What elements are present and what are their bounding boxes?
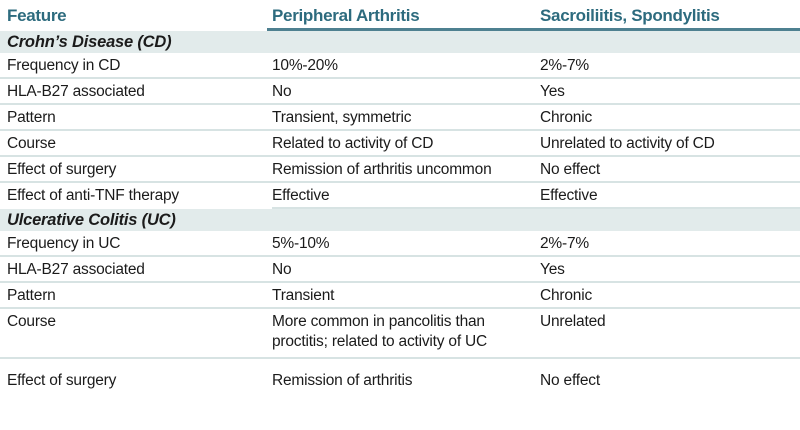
value-cell: No — [272, 261, 292, 278]
value-cell: Unrelated — [540, 313, 606, 330]
table-header-row: Feature Peripheral Arthritis Sacroiliiti… — [0, 0, 800, 31]
column-header-feature: Feature — [7, 6, 67, 25]
value-cell: Transient, symmetric — [272, 109, 412, 126]
value-cell: Remission of arthritis uncommon — [272, 161, 492, 178]
value-cell: Remission of arthritis — [272, 372, 413, 389]
feature-cell: Course — [7, 313, 56, 330]
value-cell: 2%-7% — [540, 57, 589, 74]
table-row: Effect of surgery Remission of arthritis… — [0, 157, 800, 183]
table-row: Pattern Transient, symmetric Chronic — [0, 105, 800, 131]
column-header-peripheral-arthritis: Peripheral Arthritis — [267, 0, 540, 31]
value-cell: Unrelated to activity of CD — [540, 135, 715, 152]
feature-cell: Pattern — [7, 287, 56, 304]
value-cell: 5%-10% — [272, 235, 330, 252]
table-row: Frequency in CD 10%-20% 2%-7% — [0, 53, 800, 79]
feature-cell: Effect of surgery — [7, 161, 117, 178]
feature-cell: HLA-B27 associated — [7, 261, 145, 278]
table-row: Effect of anti-TNF therapy Effective Eff… — [0, 183, 800, 209]
ibd-arthritis-comparison-table: Feature Peripheral Arthritis Sacroiliiti… — [0, 0, 800, 399]
feature-cell: Effect of anti-TNF therapy — [7, 187, 179, 204]
value-cell: Related to activity of CD — [272, 135, 434, 152]
value-cell: Effective — [272, 183, 540, 209]
section-header-ulcerative-colitis: Ulcerative Colitis (UC) — [0, 209, 800, 231]
value-cell: No effect — [540, 372, 600, 389]
value-cell: Yes — [540, 83, 565, 100]
value-cell: 2%-7% — [540, 235, 589, 252]
feature-cell: Pattern — [7, 109, 56, 126]
table-row: Frequency in UC 5%-10% 2%-7% — [0, 231, 800, 257]
value-cell: 10%-20% — [272, 57, 338, 74]
table-row: HLA-B27 associated No Yes — [0, 257, 800, 283]
column-header-sacroiliitis-spondylitis: Sacroiliitis, Spondylitis — [540, 0, 800, 31]
table-row: Pattern Transient Chronic — [0, 283, 800, 309]
value-cell: No effect — [540, 161, 600, 178]
table-row: HLA-B27 associated No Yes — [0, 79, 800, 105]
table-row: Course More common in pancolitis than pr… — [0, 309, 800, 359]
value-cell: More common in pancolitis than proctitis… — [272, 313, 488, 350]
value-cell: Transient — [272, 287, 335, 304]
feature-cell: Course — [7, 135, 56, 152]
value-cell: No — [272, 83, 292, 100]
feature-cell: Frequency in UC — [7, 235, 121, 252]
value-cell: Effective — [540, 183, 800, 209]
value-cell: Yes — [540, 261, 565, 278]
table-row: Course Related to activity of CD Unrelat… — [0, 131, 800, 157]
feature-cell: HLA-B27 associated — [7, 83, 145, 100]
table-row: Effect of surgery Remission of arthritis… — [0, 359, 800, 399]
feature-cell: Frequency in CD — [7, 57, 121, 74]
value-cell: Chronic — [540, 109, 593, 126]
feature-cell: Effect of surgery — [7, 372, 117, 389]
section-header-crohns-disease: Crohn’s Disease (CD) — [0, 31, 800, 53]
value-cell: Chronic — [540, 287, 593, 304]
